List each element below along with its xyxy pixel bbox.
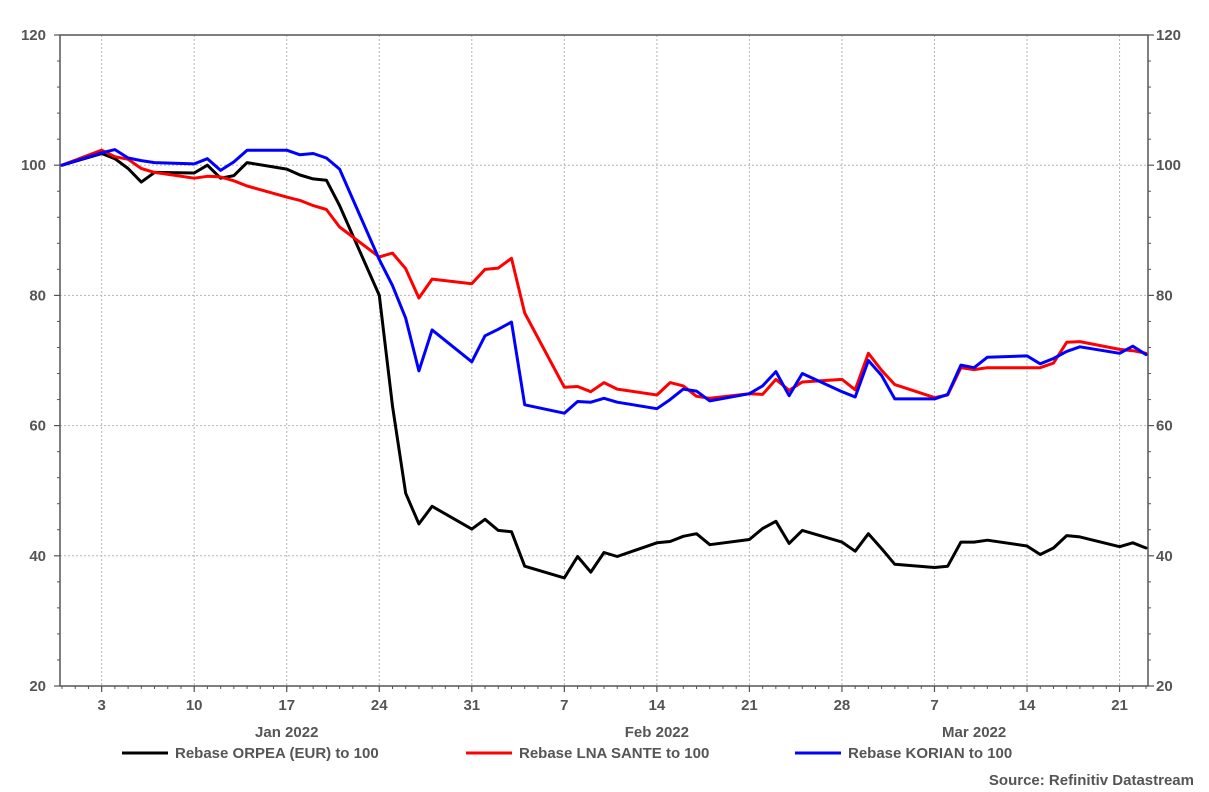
y-tick-label-right: 40 — [1156, 548, 1173, 565]
x-tick-label: 7 — [930, 697, 938, 714]
y-tick-label-right: 80 — [1156, 287, 1173, 304]
y-tick-label-left: 100 — [21, 157, 46, 174]
y-tick-label-left: 80 — [29, 287, 46, 304]
month-label: Mar 2022 — [942, 724, 1006, 741]
x-tick-label: 21 — [1111, 697, 1128, 714]
axis-ticks: 20 40 60 80 100 120 20 40 60 80 100 120 3 10 17 24 31 7 14… — [21, 27, 1181, 714]
y-tick-label-left: 120 — [21, 27, 46, 44]
x-tick-label: 31 — [463, 697, 480, 714]
legend-label-3: Rebase KORIAN to 100 — [848, 745, 1012, 762]
series-line-2 — [60, 148, 1148, 400]
series-line-3 — [60, 148, 1148, 415]
x-tick-label: 7 — [560, 697, 568, 714]
x-tick-label: 14 — [1019, 697, 1036, 714]
y-tick-label-right: 20 — [1156, 678, 1173, 695]
month-label: Feb 2022 — [625, 724, 689, 741]
x-tick-label: 10 — [186, 697, 203, 714]
y-tick-label-right: 60 — [1156, 418, 1173, 435]
x-tick-label: 28 — [834, 697, 851, 714]
series-lines — [60, 148, 1148, 580]
series-line-1 — [60, 152, 1148, 580]
gridlines — [60, 35, 1148, 686]
x-tick-label: 3 — [97, 697, 105, 714]
y-tick-label-left: 60 — [29, 418, 46, 435]
legend-label-2: Rebase LNA SANTE to 100 — [519, 745, 709, 762]
y-tick-label-left: 40 — [29, 548, 46, 565]
month-label: Jan 2022 — [255, 724, 318, 741]
legend: Rebase ORPEA (EUR) to 100 Rebase LNA SANT… — [122, 745, 1012, 762]
source-note: Source: Refinitiv Datastream — [989, 772, 1194, 789]
x-tick-label: 14 — [649, 697, 666, 714]
x-tick-label: 24 — [371, 697, 388, 714]
x-tick-label: 21 — [741, 697, 758, 714]
y-tick-label-left: 20 — [29, 678, 46, 695]
month-labels: Jan 2022 Feb 2022 Mar 2022 — [255, 724, 1006, 741]
y-tick-label-right: 100 — [1156, 157, 1181, 174]
legend-label-1: Rebase ORPEA (EUR) to 100 — [175, 745, 379, 762]
x-tick-label: 17 — [278, 697, 295, 714]
y-tick-label-right: 120 — [1156, 27, 1181, 44]
